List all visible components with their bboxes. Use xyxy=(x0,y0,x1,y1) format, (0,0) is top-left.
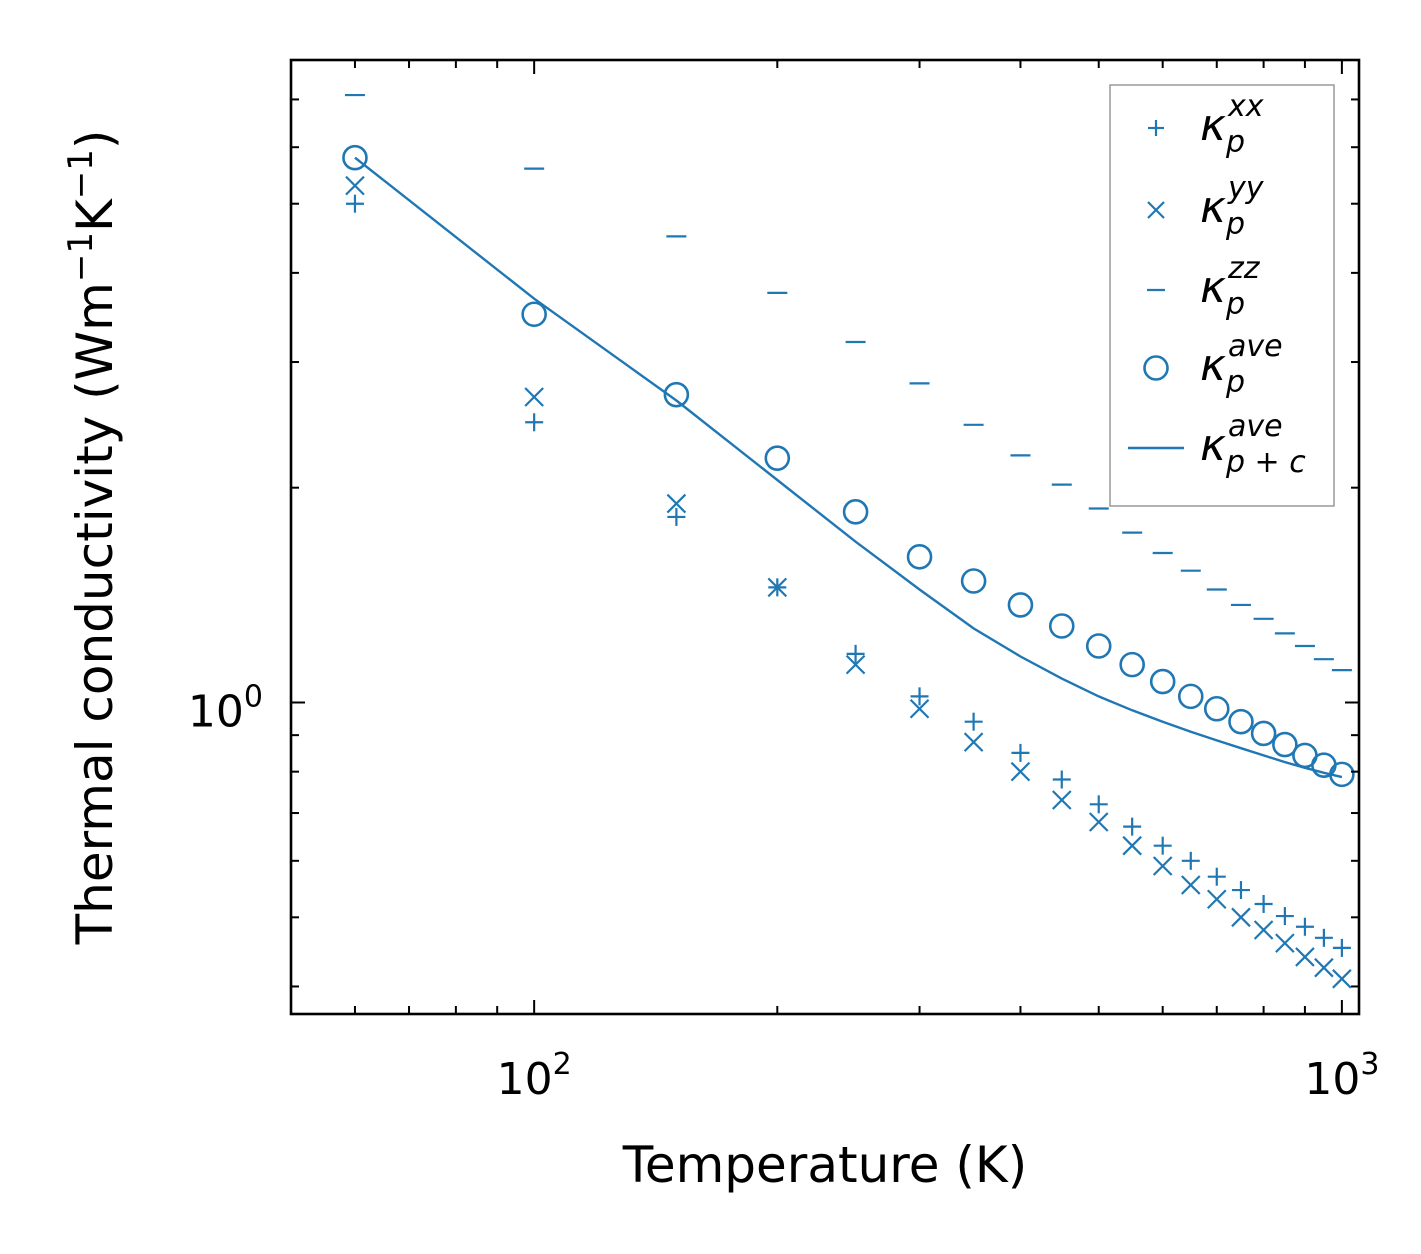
marker-ave-800 xyxy=(1250,720,1277,747)
marker-yy-200 xyxy=(767,577,788,598)
plot-frame xyxy=(289,58,1361,1016)
legend-label: κpyy xyxy=(1200,171,1265,242)
marker-xx-500 xyxy=(1089,795,1108,814)
marker-yy-450 xyxy=(1051,790,1072,810)
legend-box xyxy=(1109,84,1335,507)
marker-xx-60 xyxy=(345,194,364,213)
marker-ave-500 xyxy=(1085,633,1112,659)
marker-ave-650 xyxy=(1177,683,1204,710)
legend-entry-ave: κpave xyxy=(1143,329,1283,400)
legend-marker xyxy=(1143,355,1169,381)
y-tick-label: 100 xyxy=(188,680,263,738)
marker-yy-650 xyxy=(1180,875,1201,895)
legend-label: κpzz xyxy=(1200,251,1261,322)
series-line-ave_pc xyxy=(354,156,1343,779)
marker-yy-300 xyxy=(909,698,930,719)
marker-ave-850 xyxy=(1272,731,1298,758)
marker-ave-750 xyxy=(1228,708,1254,735)
y-axis-label: Thermal conductivity (Wm−1K−1) xyxy=(61,130,124,946)
marker-xx-350 xyxy=(964,712,983,731)
marker-ave-550 xyxy=(1119,651,1145,678)
marker-yy-350 xyxy=(963,732,984,752)
marker-yy-950 xyxy=(1314,957,1334,978)
marker-ave-150 xyxy=(663,381,690,408)
marker-xx-300 xyxy=(910,687,929,706)
marker-yy-900 xyxy=(1295,947,1315,967)
legend-label: κpxx xyxy=(1200,89,1264,160)
marker-xx-950 xyxy=(1314,928,1333,947)
data-layer xyxy=(342,93,1355,989)
marker-xx-400 xyxy=(1011,743,1030,762)
marker-ave-350 xyxy=(960,568,987,594)
marker-ave-400 xyxy=(1007,592,1034,618)
legend-entry-xx: κpxx xyxy=(1148,89,1264,160)
legend: κpxx κpyy κpzz κpave κp + cave xyxy=(1109,84,1335,507)
marker-yy-850 xyxy=(1275,933,1295,953)
legend-entry-zz: κpzz xyxy=(1147,251,1261,322)
marker-xx-250 xyxy=(846,644,865,663)
legend-entry-yy: κpyy xyxy=(1147,171,1265,242)
marker-ave-700 xyxy=(1203,695,1230,722)
marker-ave-450 xyxy=(1048,613,1075,639)
marker-ave-250 xyxy=(842,499,869,525)
marker-xx-650 xyxy=(1181,851,1200,870)
marker-yy-150 xyxy=(666,493,687,514)
marker-xx-450 xyxy=(1052,770,1071,789)
marker-yy-1000 xyxy=(1332,969,1352,989)
marker-ave-300 xyxy=(906,544,933,570)
marker-yy-800 xyxy=(1253,920,1274,940)
marker-xx-750 xyxy=(1231,881,1250,900)
legend-entry-ave_pc: κp + cave xyxy=(1128,409,1306,480)
marker-yy-100 xyxy=(524,387,544,407)
legend-label: κp + cave xyxy=(1200,409,1306,480)
marker-xx-550 xyxy=(1123,817,1142,836)
marker-xx-850 xyxy=(1275,907,1294,926)
marker-yy-500 xyxy=(1088,812,1109,832)
marker-yy-250 xyxy=(845,654,866,675)
marker-xx-800 xyxy=(1254,894,1273,913)
marker-xx-700 xyxy=(1207,867,1226,886)
marker-ave-100 xyxy=(521,301,547,328)
legend-marker xyxy=(1148,120,1164,136)
marker-yy-600 xyxy=(1152,856,1173,876)
legend-label: κpave xyxy=(1200,329,1283,400)
marker-yy-550 xyxy=(1122,835,1142,856)
marker-xx-100 xyxy=(525,413,544,432)
x-axis-label: Temperature (K) xyxy=(622,1136,1027,1194)
marker-xx-900 xyxy=(1295,917,1314,936)
marker-ave-600 xyxy=(1149,668,1176,695)
labels-layer: 102 103 100 Temperature (K) Thermal conducti… xyxy=(61,130,1379,1194)
x-tick-label: 102 xyxy=(497,1047,572,1105)
marker-yy-700 xyxy=(1206,889,1227,910)
axes-layer xyxy=(289,58,1361,1016)
marker-yy-60 xyxy=(345,175,365,196)
marker-yy-750 xyxy=(1231,907,1251,928)
marker-yy-400 xyxy=(1010,761,1031,782)
x-tick-label: 103 xyxy=(1304,1047,1379,1105)
marker-ave-60 xyxy=(342,144,368,171)
marker-xx-150 xyxy=(667,507,686,526)
marker-ave-200 xyxy=(764,445,791,471)
marker-xx-600 xyxy=(1153,836,1172,855)
marker-xx-1000 xyxy=(1332,938,1351,957)
legend-marker xyxy=(1147,201,1165,219)
